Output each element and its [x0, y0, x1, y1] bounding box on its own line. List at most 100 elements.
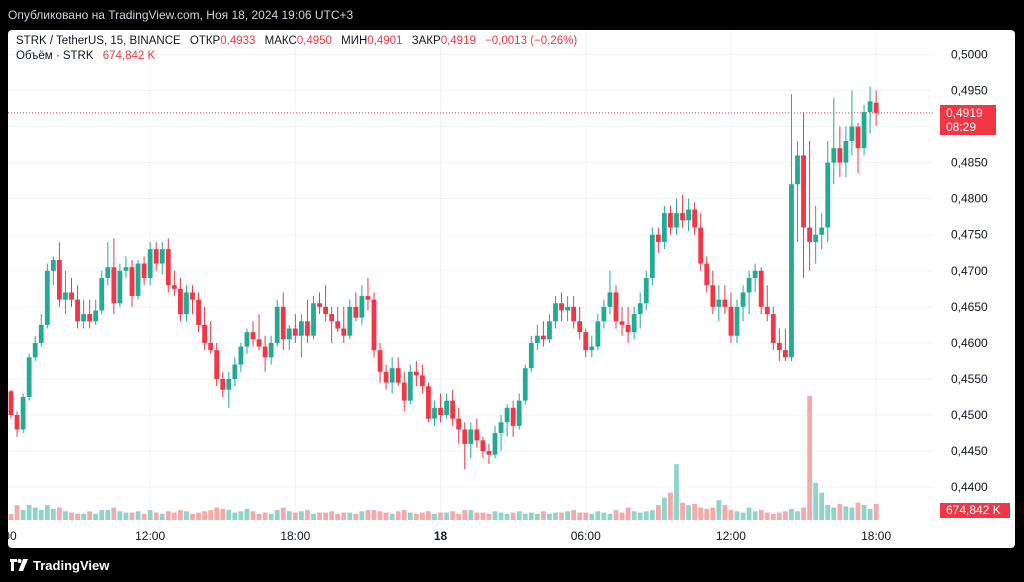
candle-body: [662, 213, 667, 242]
candle-body: [534, 335, 540, 343]
volume-bar: [389, 513, 395, 520]
candle-body: [873, 102, 879, 113]
volume-bar: [716, 500, 722, 520]
candle-body: [401, 382, 407, 401]
volume-bar: [341, 512, 347, 520]
candle-body: [208, 342, 214, 351]
bar-countdown: 08:29: [946, 119, 977, 134]
volume-bar: [825, 505, 831, 520]
price-tick-label: 0,4950: [951, 83, 988, 97]
volume-bar: [819, 492, 825, 520]
volume-bar: [516, 511, 522, 520]
volume-bar: [680, 502, 685, 520]
candle-body: [365, 296, 371, 300]
candle-body: [607, 292, 613, 307]
candle-body: [710, 285, 716, 307]
volume-bar: [63, 511, 68, 520]
candle-body: [728, 306, 734, 336]
candle-body: [32, 342, 38, 358]
candle-body: [468, 429, 474, 444]
volume-bar: [710, 507, 716, 520]
candle-body: [698, 227, 704, 264]
volume-bar: [75, 513, 80, 520]
price-tick-label: 0,4500: [951, 408, 988, 422]
price-tick-label: 0,4600: [951, 336, 988, 350]
volume-bar: [93, 513, 99, 520]
volume-bar: [238, 511, 244, 520]
volume-bar: [268, 513, 274, 520]
volume-bar: [20, 510, 26, 520]
chart-panel[interactable]: 0,4400 0,4450 0,4500 0,4550 0,4600 0,4650 0,47…: [8, 30, 1015, 548]
candle-body: [498, 422, 504, 434]
candle-body: [849, 126, 855, 141]
candle-body: [776, 342, 782, 351]
volume-bar: [353, 513, 359, 520]
open-label: ОТКР: [189, 35, 221, 47]
volume-bar: [99, 510, 105, 520]
candle-body: [129, 267, 135, 297]
volume-bar: [783, 511, 788, 520]
candle-body: [583, 332, 589, 351]
candle-body: [565, 306, 570, 311]
volume-bar: [38, 510, 44, 520]
volume-bar: [722, 505, 728, 520]
price-tick-label: 0,4800: [951, 192, 988, 206]
candlestick-chart[interactable]: 0,4400 0,4450 0,4500 0,4550 0,4600 0,4650 0,47…: [8, 30, 1015, 548]
volume-bar: [57, 507, 62, 520]
price-tick-label: 0,4550: [951, 372, 988, 386]
volume-bar: [776, 512, 782, 520]
volume-bar: [347, 512, 353, 520]
volume-bar: [44, 505, 50, 520]
last-price-value: 0,4919: [946, 105, 983, 120]
volume-bar: [153, 512, 159, 520]
candle-body: [843, 140, 849, 163]
ohlc-row: STRK / TetherUS, 15, BINANCE ОТКР0,4933 …: [16, 34, 577, 49]
volume-bar: [547, 513, 552, 520]
candle-body: [613, 292, 619, 322]
candle-body: [87, 314, 93, 322]
candle-body: [69, 292, 74, 300]
volume-bar: [292, 512, 298, 520]
candle-body: [329, 314, 335, 322]
volume-bar: [329, 511, 335, 520]
candle-body: [825, 162, 831, 228]
candle-body: [202, 324, 207, 343]
volume-bar: [837, 503, 843, 520]
candle-body: [807, 227, 812, 242]
time-tick-label: 12:00: [135, 529, 165, 543]
volume-bar: [214, 507, 220, 520]
candle-body: [268, 342, 274, 358]
candle-body: [704, 263, 710, 286]
candle-body: [395, 368, 401, 383]
candle-body: [353, 306, 359, 318]
volume-bar: [861, 505, 867, 520]
volume-bar: [426, 511, 431, 520]
candle-body: [26, 357, 32, 398]
candle-body: [377, 350, 383, 372]
symbol-label[interactable]: STRK / TetherUS, 15, BINANCE: [16, 35, 181, 47]
candle-body: [244, 332, 250, 347]
price-tick-label: 0,4450: [951, 444, 988, 458]
candle-body: [752, 270, 758, 279]
volume-value: 674,842 K: [102, 50, 156, 62]
volume-bar: [595, 511, 601, 520]
volume-label[interactable]: Объём · STRK: [16, 50, 94, 62]
volume-bar: [734, 511, 740, 520]
volume-bar: [305, 510, 310, 520]
candles: [8, 86, 879, 470]
candle-body: [347, 306, 353, 336]
volume-bar: [420, 512, 425, 520]
volume-bar: [335, 513, 341, 520]
volume-bars: [8, 396, 879, 520]
change-value: −0,0013 (−0,26%): [485, 35, 578, 47]
volume-bar: [649, 510, 655, 520]
volume-bar: [129, 512, 135, 520]
candle-body: [63, 292, 68, 300]
candle-body: [764, 306, 770, 315]
candle-body: [165, 249, 171, 286]
candle-body: [299, 321, 304, 336]
candle-body: [20, 397, 26, 430]
candle-body: [171, 285, 177, 289]
volume-bar: [474, 512, 480, 520]
volume-bar: [541, 511, 546, 520]
